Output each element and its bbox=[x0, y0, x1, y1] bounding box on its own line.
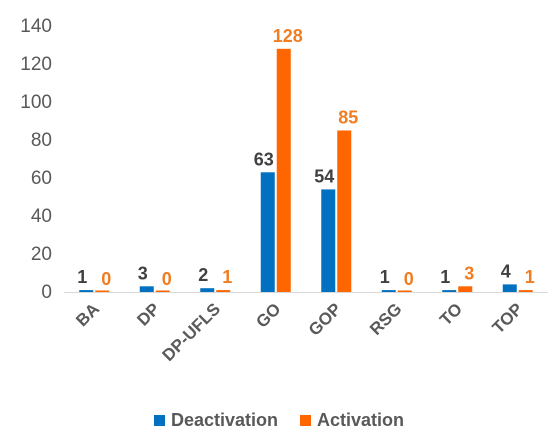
legend: Deactivation Activation bbox=[0, 410, 558, 431]
x-tick-label: GOP bbox=[305, 299, 345, 339]
data-label-activation-to: 3 bbox=[464, 263, 474, 283]
data-label-activation-dp-ufls: 1 bbox=[222, 267, 232, 287]
data-label-activation-gop: 85 bbox=[338, 108, 358, 128]
y-tick-label: 80 bbox=[31, 130, 52, 151]
y-tick-label: 0 bbox=[41, 282, 52, 303]
y-tick-label: 140 bbox=[20, 16, 52, 37]
bars bbox=[79, 48, 533, 292]
data-label-deactivation-dp-ufls: 2 bbox=[198, 265, 208, 285]
y-axis: 0 20 40 60 80 100 120 140 bbox=[20, 16, 52, 303]
data-label-activation-rsg: 0 bbox=[404, 269, 414, 289]
bar-deactivation-dp bbox=[139, 286, 154, 292]
bar-deactivation-gop bbox=[321, 189, 336, 292]
data-label-deactivation-gop: 54 bbox=[314, 166, 334, 186]
bar-activation-top bbox=[518, 290, 533, 292]
x-tick-label: DP bbox=[133, 299, 163, 329]
bar-activation-go bbox=[276, 48, 291, 292]
bar-deactivation-ba bbox=[79, 290, 94, 292]
x-tick-label: TO bbox=[436, 299, 466, 329]
bar-deactivation-top bbox=[502, 284, 517, 292]
bar-activation-dp-ufls bbox=[216, 290, 231, 292]
bar-deactivation-go bbox=[260, 172, 275, 292]
legend-label-deactivation: Deactivation bbox=[170, 410, 279, 430]
x-tick-label: RSG bbox=[366, 299, 405, 338]
data-label-activation-ba: 0 bbox=[101, 269, 111, 289]
data-label-deactivation-top: 4 bbox=[501, 261, 511, 281]
legend-swatch-activation bbox=[300, 415, 312, 426]
y-tick-label: 40 bbox=[31, 206, 52, 227]
bar-activation-rsg bbox=[397, 290, 412, 292]
bar-deactivation-dp-ufls bbox=[200, 288, 215, 292]
bar-activation-dp bbox=[155, 290, 170, 292]
y-tick-label: 20 bbox=[31, 244, 52, 265]
data-label-deactivation-rsg: 1 bbox=[380, 267, 390, 287]
data-label-deactivation-ba: 1 bbox=[77, 267, 87, 287]
bar-deactivation-to bbox=[442, 290, 457, 292]
data-label-activation-go: 128 bbox=[273, 26, 303, 46]
bar-deactivation-rsg bbox=[381, 290, 396, 292]
y-tick-label: 100 bbox=[20, 92, 52, 113]
x-tick-label: BA bbox=[72, 299, 103, 330]
data-label-activation-top: 1 bbox=[525, 267, 535, 287]
y-tick-label: 60 bbox=[31, 168, 52, 189]
data-label-activation-dp: 0 bbox=[162, 269, 172, 289]
bar-activation-ba bbox=[95, 290, 110, 292]
data-label-deactivation-to: 1 bbox=[440, 267, 450, 287]
x-tick-label: DP-UFLS bbox=[159, 299, 225, 365]
legend-label-activation: Activation bbox=[317, 410, 405, 430]
legend-item-activation: Activation bbox=[300, 410, 404, 431]
legend-item-deactivation: Deactivation bbox=[153, 410, 279, 431]
bar-activation-to bbox=[458, 286, 473, 292]
data-label-deactivation-go: 63 bbox=[254, 149, 274, 169]
y-tick-label: 120 bbox=[20, 54, 52, 75]
x-tick-label: TOP bbox=[489, 299, 527, 337]
bar-activation-gop bbox=[337, 130, 352, 292]
legend-swatch-deactivation bbox=[153, 415, 165, 426]
x-tick-label: GO bbox=[252, 299, 284, 331]
data-label-deactivation-dp: 3 bbox=[138, 263, 148, 283]
